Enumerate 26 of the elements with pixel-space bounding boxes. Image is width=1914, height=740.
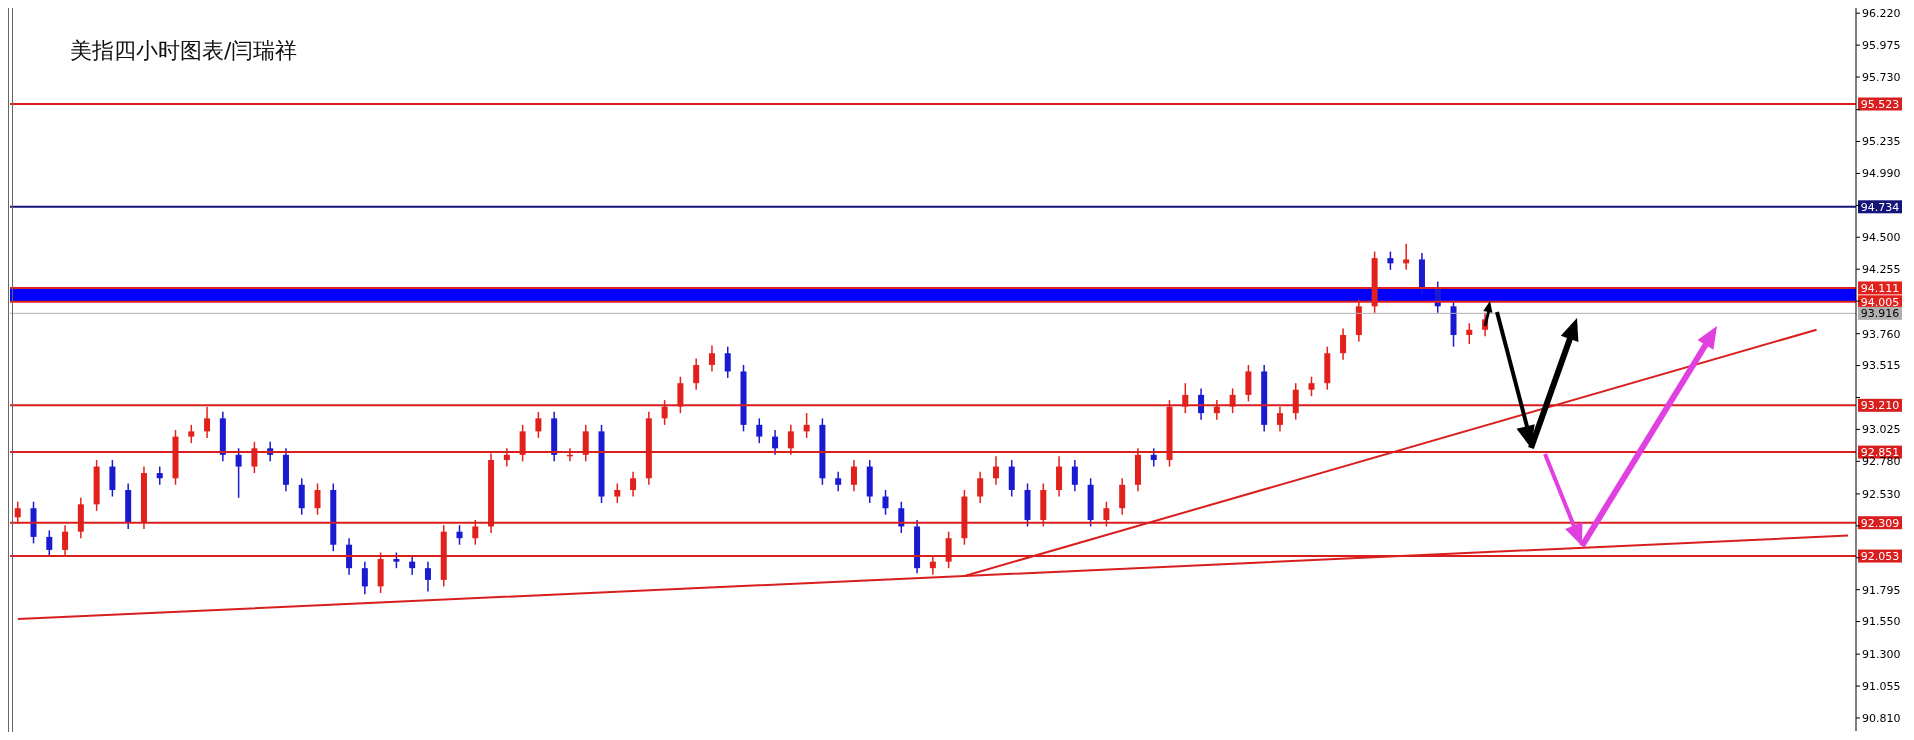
y-tick-label: 91.795	[1862, 583, 1901, 597]
y-tick-label: 92.530	[1862, 487, 1901, 501]
y-tick-label: 96.220	[1862, 7, 1901, 21]
ref-line-label: 93.210	[1860, 399, 1900, 413]
ref-line-label: 92.053	[1860, 549, 1900, 563]
y-tick-label: 95.730	[1862, 70, 1901, 84]
ref-line-label: 94.111	[1860, 281, 1900, 295]
ref-line-label: 92.851	[1860, 445, 1900, 459]
y-tick-label: 93.515	[1862, 359, 1901, 373]
y-tick-label: 91.550	[1862, 615, 1901, 629]
y-tick-label: 94.500	[1862, 231, 1901, 245]
y-tick-label: 93.025	[1862, 423, 1901, 437]
text: 美指四小时图表/闫瑞祥	[70, 37, 298, 65]
ref-line-label: 93.916	[1860, 307, 1900, 321]
ref-line-label: 95.523	[1860, 97, 1900, 111]
y-tick-label: 95.975	[1862, 39, 1901, 53]
y-tick-label: 91.055	[1862, 679, 1901, 693]
ref-line-label: 92.309	[1860, 516, 1900, 530]
y-tick-label: 94.255	[1862, 263, 1901, 277]
y-tick-label: 94.990	[1862, 167, 1901, 181]
y-tick-label: 90.810	[1862, 711, 1901, 725]
y-tick-label: 91.300	[1862, 648, 1901, 662]
ref-line-label: 94.005	[1860, 295, 1900, 309]
y-tick-label: 93.760	[1862, 327, 1901, 341]
y-tick-label: 95.235	[1862, 135, 1901, 149]
ref-line-label: 94.734	[1860, 200, 1900, 214]
